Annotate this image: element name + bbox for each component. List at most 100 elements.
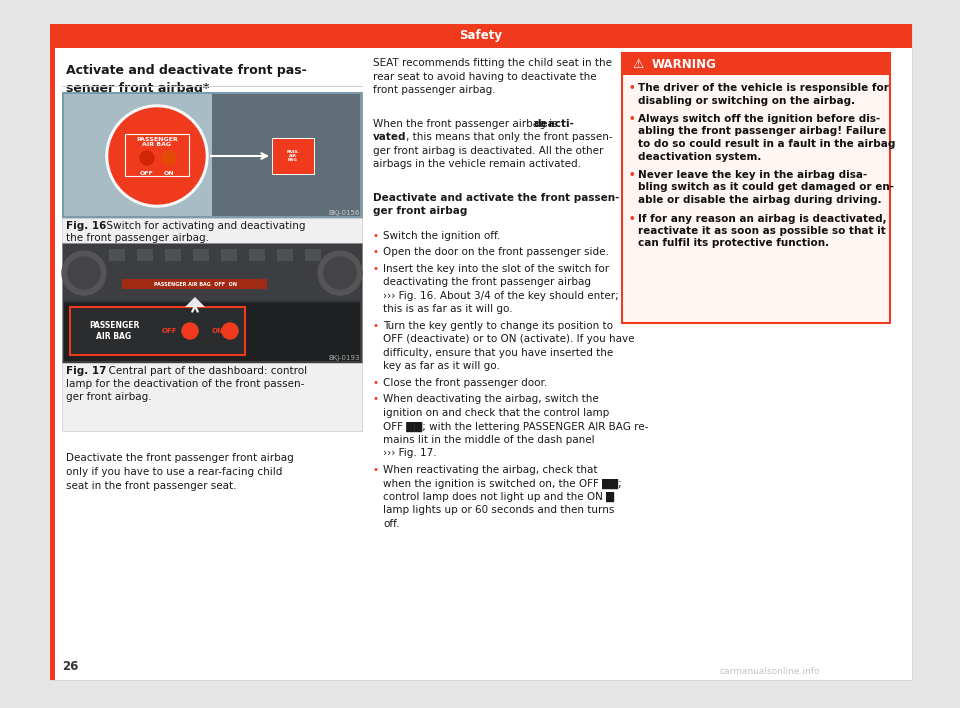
Bar: [125, 134, 189, 176]
Text: deactivating the front passenger airbag: deactivating the front passenger airbag: [383, 278, 591, 287]
Bar: [109, 249, 125, 261]
Text: Fig. 16: Fig. 16: [66, 221, 107, 231]
Text: rear seat to avoid having to deactivate the: rear seat to avoid having to deactivate …: [373, 72, 596, 81]
Text: Close the front passenger door.: Close the front passenger door.: [383, 378, 547, 388]
Bar: [277, 249, 293, 261]
Bar: [137, 249, 153, 261]
Circle shape: [68, 257, 100, 289]
Bar: [64, 303, 360, 361]
Text: mains lit in the middle of the dash panel: mains lit in the middle of the dash pane…: [383, 435, 594, 445]
Bar: [64, 245, 360, 301]
Text: •: •: [629, 83, 636, 93]
Text: , this means that only the front passen-: , this means that only the front passen-: [406, 132, 612, 142]
Text: BKJ-0156: BKJ-0156: [328, 210, 360, 216]
Text: airbags in the vehicle remain activated.: airbags in the vehicle remain activated.: [373, 159, 581, 169]
Text: vated: vated: [373, 132, 406, 142]
Text: Deactivate the front passenger front airbag
only if you have to use a rear-facin: Deactivate the front passenger front air…: [66, 453, 294, 491]
Circle shape: [109, 108, 205, 204]
Bar: [221, 249, 237, 261]
Text: OFF: OFF: [162, 328, 178, 334]
Text: Always switch off the ignition before dis-: Always switch off the ignition before di…: [638, 114, 880, 124]
Circle shape: [182, 323, 198, 339]
Bar: [272, 138, 314, 174]
Bar: [249, 249, 265, 261]
Bar: [622, 53, 890, 75]
Text: OFF ██; with the lettering PASSENGER AIR BAG re-: OFF ██; with the lettering PASSENGER AIR…: [383, 421, 648, 431]
Text: reactivate it as soon as possible so that it: reactivate it as soon as possible so tha…: [638, 226, 886, 236]
Text: able or disable the airbag during driving.: able or disable the airbag during drivin…: [638, 195, 881, 205]
Text: off.: off.: [383, 519, 399, 529]
Circle shape: [162, 151, 176, 165]
Text: difficulty, ensure that you have inserted the: difficulty, ensure that you have inserte…: [383, 348, 613, 358]
Text: BKJ-0193: BKJ-0193: [328, 355, 360, 361]
Text: •: •: [373, 247, 379, 257]
Bar: [305, 249, 321, 261]
Text: SEAT recommends fitting the child seat in the: SEAT recommends fitting the child seat i…: [373, 58, 612, 68]
Text: Fig. 17: Fig. 17: [66, 366, 107, 376]
Text: •: •: [373, 394, 379, 404]
Bar: [50, 24, 912, 48]
Text: ignition on and check that the control lamp: ignition on and check that the control l…: [383, 408, 610, 418]
Polygon shape: [185, 297, 205, 307]
Text: •: •: [629, 214, 636, 224]
Bar: [62, 218, 362, 270]
Text: When deactivating the airbag, switch the: When deactivating the airbag, switch the: [383, 394, 599, 404]
Circle shape: [106, 105, 208, 207]
Text: Switch for activating and deactivating: Switch for activating and deactivating: [100, 221, 305, 231]
Bar: [64, 245, 360, 361]
Text: PASS.
AIR
BAG: PASS. AIR BAG: [286, 149, 300, 162]
Text: PASSENGER AIR BAG  OFF  ON: PASSENGER AIR BAG OFF ON: [154, 282, 236, 287]
Text: PASSENGER
AIR BAG: PASSENGER AIR BAG: [89, 321, 139, 341]
Text: this is as far as it will go.: this is as far as it will go.: [383, 304, 513, 314]
Text: ger front airbag.: ger front airbag.: [66, 392, 152, 402]
Circle shape: [62, 251, 106, 295]
Text: •: •: [373, 321, 379, 331]
Text: control lamp does not light up and the ON █: control lamp does not light up and the O…: [383, 492, 614, 502]
Text: the front passenger airbag.: the front passenger airbag.: [66, 233, 209, 243]
Bar: [193, 249, 209, 261]
Text: ››› Fig. 16. About 3/4 of the key should enter;: ››› Fig. 16. About 3/4 of the key should…: [383, 291, 619, 301]
Text: •: •: [373, 231, 379, 241]
Bar: [62, 363, 362, 431]
Bar: [70, 307, 245, 355]
Text: ON: ON: [164, 171, 175, 176]
Text: Insert the key into the slot of the switch for: Insert the key into the slot of the swit…: [383, 264, 610, 274]
Text: The driver of the vehicle is responsible for: The driver of the vehicle is responsible…: [638, 83, 889, 93]
Text: lamp for the deactivation of the front passen-: lamp for the deactivation of the front p…: [66, 379, 304, 389]
Text: carmanualsonline.info: carmanualsonline.info: [720, 668, 820, 677]
Bar: [62, 92, 362, 218]
Bar: [622, 53, 890, 323]
Text: 26: 26: [62, 659, 79, 673]
Bar: [64, 94, 214, 216]
Text: •: •: [373, 378, 379, 388]
Bar: [50, 24, 912, 680]
Text: Central part of the dashboard: control: Central part of the dashboard: control: [102, 366, 307, 376]
Text: If for any reason an airbag is deactivated,: If for any reason an airbag is deactivat…: [638, 214, 887, 224]
Text: when the ignition is switched on, the OFF ██;: when the ignition is switched on, the OF…: [383, 479, 622, 489]
Text: PASSENGER
AIR BAG: PASSENGER AIR BAG: [136, 137, 178, 147]
Text: key as far as it will go.: key as far as it will go.: [383, 361, 500, 371]
Bar: [62, 92, 362, 218]
Circle shape: [324, 257, 356, 289]
Text: Never leave the key in the airbag disa-: Never leave the key in the airbag disa-: [638, 170, 867, 180]
Text: •: •: [629, 170, 636, 180]
Text: front passenger airbag.: front passenger airbag.: [373, 85, 495, 95]
Text: ⚠: ⚠: [632, 57, 643, 71]
Text: Turn the key gently to change its position to: Turn the key gently to change its positi…: [383, 321, 613, 331]
Text: •: •: [629, 114, 636, 124]
Text: ››› Fig. 17.: ››› Fig. 17.: [383, 448, 437, 458]
Text: ger front airbag: ger front airbag: [373, 207, 468, 217]
Text: When the front passenger airbag is: When the front passenger airbag is: [373, 119, 561, 129]
Text: OFF: OFF: [140, 171, 154, 176]
Text: Safety: Safety: [460, 30, 502, 42]
Text: abling the front passenger airbag! Failure: abling the front passenger airbag! Failu…: [638, 127, 886, 137]
Bar: [50, 24, 55, 680]
Text: When reactivating the airbag, check that: When reactivating the airbag, check that: [383, 464, 597, 475]
Bar: [165, 249, 181, 261]
Text: Activate and deactivate front pas-
senger front airbag*: Activate and deactivate front pas- senge…: [66, 64, 307, 95]
Circle shape: [140, 151, 154, 165]
Text: •: •: [373, 464, 379, 475]
Text: bling switch as it could get damaged or en-: bling switch as it could get damaged or …: [638, 183, 894, 193]
Bar: [212, 94, 360, 216]
Text: can fulfil its protective function.: can fulfil its protective function.: [638, 239, 829, 249]
